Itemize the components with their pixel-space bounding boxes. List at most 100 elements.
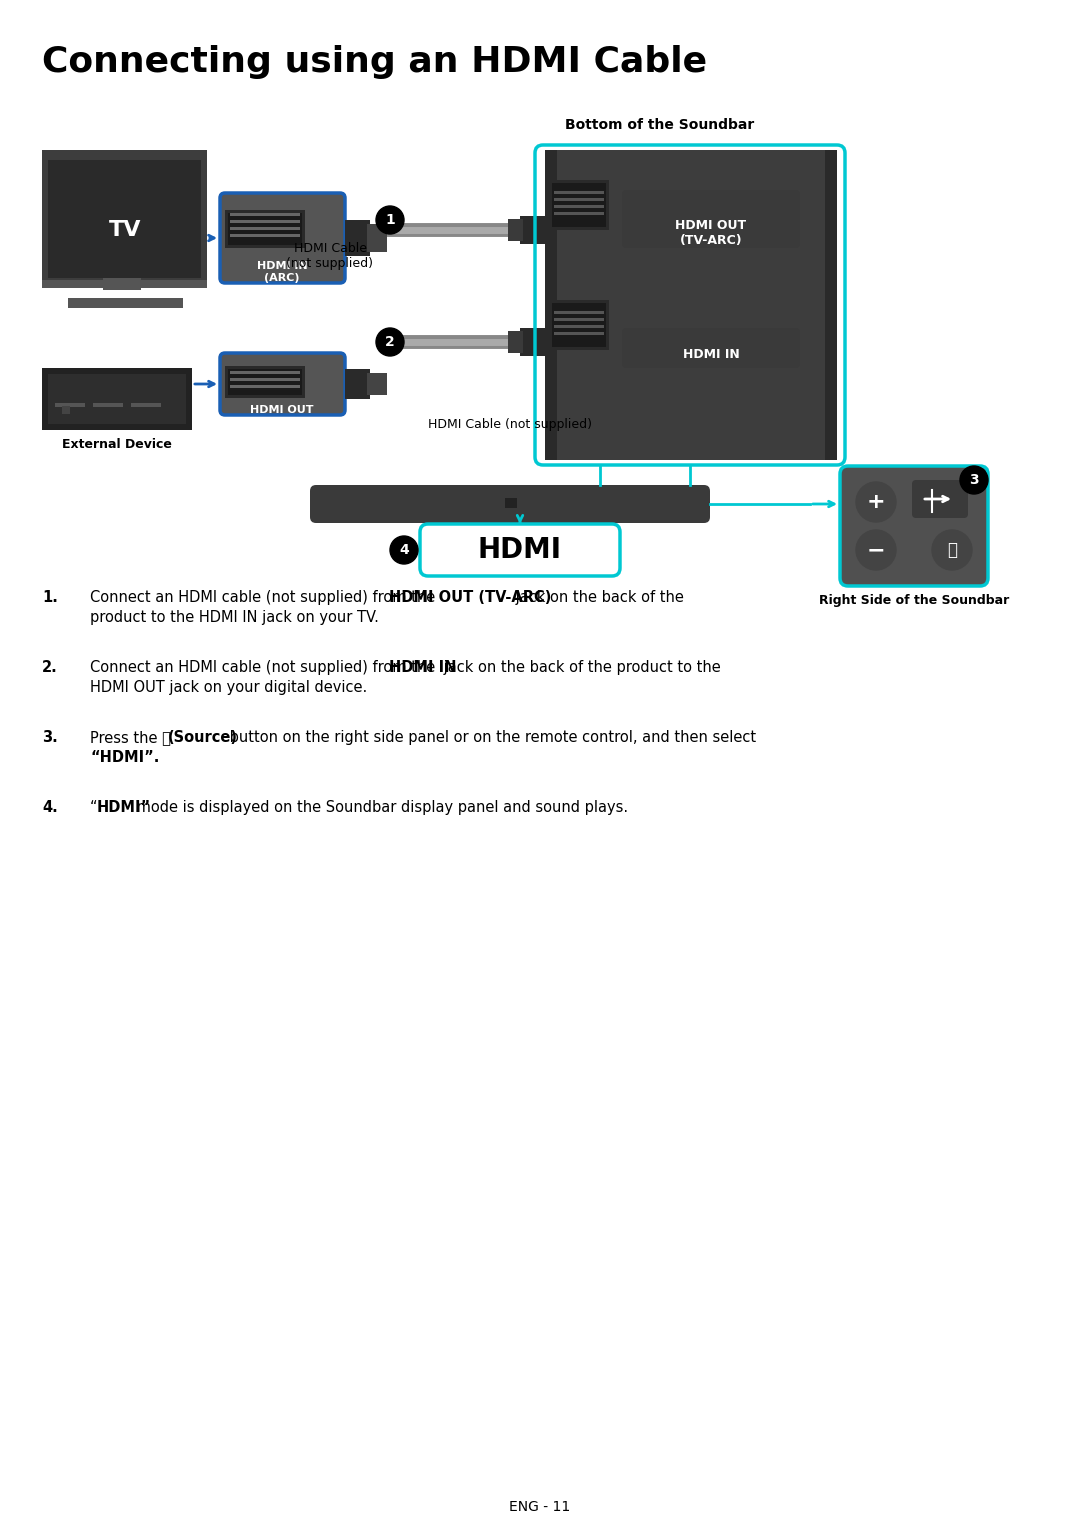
Bar bbox=[825, 150, 837, 460]
Text: HDMI Cable (not supplied): HDMI Cable (not supplied) bbox=[428, 418, 592, 430]
Text: HDMI OUT jack on your digital device.: HDMI OUT jack on your digital device. bbox=[90, 680, 367, 696]
Bar bbox=[545, 150, 557, 460]
Text: HDMI OUT: HDMI OUT bbox=[251, 404, 314, 415]
Circle shape bbox=[932, 530, 972, 570]
FancyBboxPatch shape bbox=[622, 190, 800, 248]
Bar bbox=[42, 280, 207, 288]
Bar bbox=[345, 369, 370, 398]
Text: mode is displayed on the Soundbar display panel and sound plays.: mode is displayed on the Soundbar displa… bbox=[132, 800, 629, 815]
Text: +: + bbox=[866, 492, 886, 512]
Bar bbox=[549, 179, 609, 230]
Bar bbox=[367, 372, 387, 395]
Text: product to the HDMI IN jack on your TV.: product to the HDMI IN jack on your TV. bbox=[90, 610, 379, 625]
Bar bbox=[554, 332, 604, 336]
Bar bbox=[508, 219, 523, 241]
Text: HDMI IN: HDMI IN bbox=[683, 348, 740, 362]
Bar bbox=[519, 328, 550, 355]
Bar bbox=[230, 234, 300, 237]
Text: TV: TV bbox=[109, 221, 141, 241]
Bar bbox=[42, 368, 192, 430]
Text: HDMI: HDMI bbox=[478, 536, 562, 564]
Bar bbox=[55, 403, 85, 408]
Bar bbox=[68, 299, 183, 308]
Text: button on the right side panel or on the remote control, and then select: button on the right side panel or on the… bbox=[226, 731, 756, 745]
Text: jack on the back of the: jack on the back of the bbox=[511, 590, 684, 605]
Text: 3: 3 bbox=[969, 473, 978, 487]
Bar bbox=[554, 192, 604, 195]
Bar bbox=[345, 221, 370, 256]
Circle shape bbox=[856, 530, 896, 570]
FancyBboxPatch shape bbox=[220, 193, 345, 283]
Bar bbox=[552, 182, 606, 227]
Text: Connecting using an HDMI Cable: Connecting using an HDMI Cable bbox=[42, 44, 707, 80]
Bar bbox=[225, 366, 305, 398]
Circle shape bbox=[376, 205, 404, 234]
Text: 2.: 2. bbox=[42, 660, 57, 676]
Bar bbox=[554, 319, 604, 322]
Bar bbox=[554, 325, 604, 328]
Bar bbox=[554, 198, 604, 201]
Text: 3.: 3. bbox=[42, 731, 57, 745]
Bar bbox=[225, 210, 305, 248]
Bar bbox=[48, 374, 186, 424]
Bar bbox=[228, 213, 302, 245]
Text: HDMI Cable
(not supplied): HDMI Cable (not supplied) bbox=[286, 242, 374, 270]
Bar bbox=[505, 498, 517, 509]
Text: (Source): (Source) bbox=[168, 731, 238, 745]
Text: ENG - 11: ENG - 11 bbox=[510, 1500, 570, 1514]
Text: HDMI OUT (TV-ARC): HDMI OUT (TV-ARC) bbox=[390, 590, 552, 605]
Text: ⏻: ⏻ bbox=[947, 541, 957, 559]
Text: HDMI IN: HDMI IN bbox=[390, 660, 457, 676]
Bar bbox=[93, 403, 123, 408]
FancyBboxPatch shape bbox=[622, 328, 800, 368]
Bar bbox=[230, 221, 300, 224]
Text: “: “ bbox=[90, 800, 97, 815]
Bar bbox=[230, 213, 300, 216]
Text: Press the ⎆: Press the ⎆ bbox=[90, 731, 175, 745]
Text: 4.: 4. bbox=[42, 800, 57, 815]
Text: HDMI OUT
(TV-ARC): HDMI OUT (TV-ARC) bbox=[675, 219, 746, 247]
Bar bbox=[230, 371, 300, 374]
Bar bbox=[131, 403, 161, 408]
Bar bbox=[554, 205, 604, 208]
Text: 1: 1 bbox=[386, 213, 395, 227]
FancyBboxPatch shape bbox=[840, 466, 988, 587]
Bar bbox=[545, 150, 835, 460]
Bar bbox=[554, 311, 604, 314]
FancyBboxPatch shape bbox=[310, 486, 710, 522]
Bar bbox=[508, 331, 523, 352]
FancyBboxPatch shape bbox=[420, 524, 620, 576]
Circle shape bbox=[376, 328, 404, 355]
Bar bbox=[367, 224, 387, 251]
Bar bbox=[519, 216, 550, 244]
Bar bbox=[230, 385, 300, 388]
Text: 4: 4 bbox=[400, 542, 409, 558]
Text: jack on the back of the product to the: jack on the back of the product to the bbox=[440, 660, 721, 676]
Text: HDMI”: HDMI” bbox=[96, 800, 150, 815]
Text: Connect an HDMI cable (not supplied) from the: Connect an HDMI cable (not supplied) fro… bbox=[90, 590, 440, 605]
Bar bbox=[228, 369, 302, 395]
FancyBboxPatch shape bbox=[220, 352, 345, 415]
Text: Bottom of the Soundbar: Bottom of the Soundbar bbox=[565, 118, 755, 132]
Text: HDMI IN
(ARC): HDMI IN (ARC) bbox=[257, 260, 308, 282]
Text: External Device: External Device bbox=[62, 438, 172, 450]
Bar bbox=[552, 303, 606, 348]
Circle shape bbox=[960, 466, 988, 493]
Text: Right Side of the Soundbar: Right Side of the Soundbar bbox=[819, 594, 1009, 607]
Text: 2: 2 bbox=[386, 336, 395, 349]
Bar bbox=[103, 268, 141, 290]
Bar bbox=[230, 227, 300, 230]
Circle shape bbox=[856, 483, 896, 522]
Text: Connect an HDMI cable (not supplied) from the: Connect an HDMI cable (not supplied) fro… bbox=[90, 660, 440, 676]
Circle shape bbox=[390, 536, 418, 564]
Bar bbox=[230, 378, 300, 381]
Text: 1.: 1. bbox=[42, 590, 58, 605]
Text: “HDMI”.: “HDMI”. bbox=[90, 751, 160, 764]
Text: −: − bbox=[866, 539, 886, 561]
Bar bbox=[554, 211, 604, 214]
Bar bbox=[62, 406, 70, 414]
Bar bbox=[42, 150, 207, 285]
Bar bbox=[48, 159, 201, 277]
FancyBboxPatch shape bbox=[912, 480, 968, 518]
Bar bbox=[549, 300, 609, 349]
